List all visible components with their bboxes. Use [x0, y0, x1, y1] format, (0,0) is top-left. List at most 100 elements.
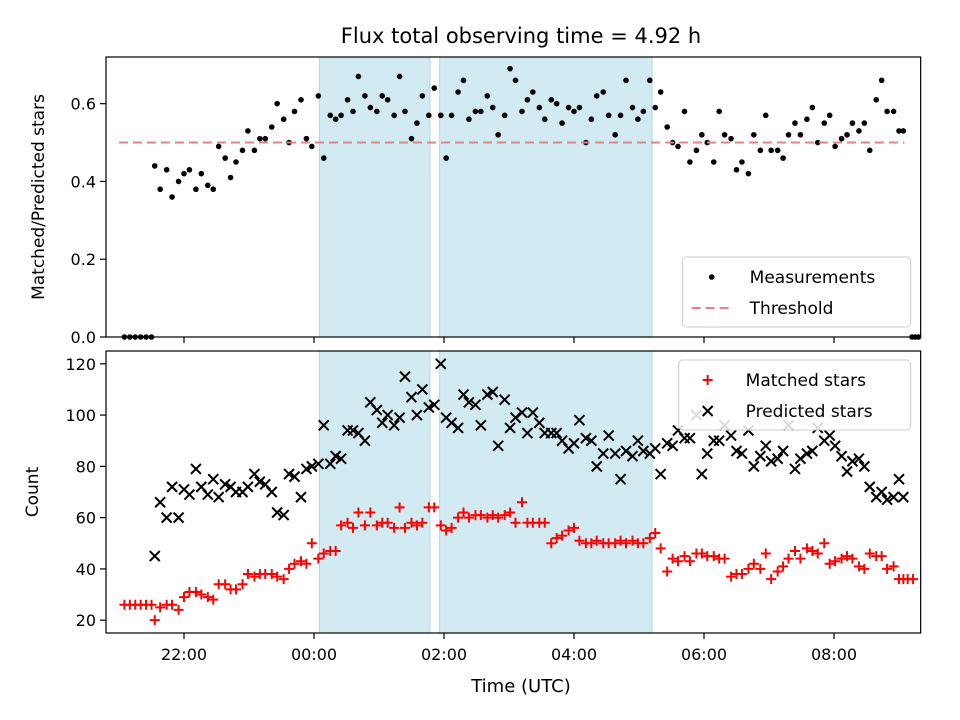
measurement-point [320, 155, 327, 161]
observing-window-shade [318, 56, 431, 338]
predicted-star-point [591, 460, 603, 473]
predicted-star-point [649, 442, 661, 455]
measurement-point [751, 131, 757, 138]
predicted-star-point [318, 419, 330, 432]
measurement-point [541, 116, 548, 123]
measurement-point [635, 116, 641, 123]
matched-star-point [748, 558, 759, 569]
matched-star-point [557, 530, 568, 541]
legend-predicted-swatch [701, 405, 714, 417]
matched-star-point [719, 553, 730, 564]
measurement-point [396, 73, 403, 80]
matched-star-point [336, 520, 347, 531]
matched-star-point [202, 592, 213, 603]
predicted-star-point [190, 463, 202, 475]
measurement-point [455, 89, 461, 95]
matched-star-point [242, 569, 253, 580]
matched-star-point [284, 563, 295, 574]
predicted-star-point [288, 470, 301, 483]
bottom-panel: 20 40 60 80 100 120 22:00 00:00 02:00 04:00 06:00 0… [23, 350, 922, 664]
measurement-point [402, 108, 408, 115]
predicted-star-point [875, 486, 888, 498]
measurement-point [785, 131, 792, 138]
measurement-point [431, 85, 438, 91]
measurement-point [565, 104, 572, 111]
matched-star-point [406, 517, 417, 528]
matched-star-point [847, 553, 858, 564]
matched-star-point [819, 538, 830, 549]
measurement-point [227, 174, 234, 181]
matched-star-point [864, 548, 875, 559]
predicted-star-point [597, 447, 609, 460]
measurement-point [896, 128, 902, 134]
matched-star-point [220, 579, 231, 590]
matched-star-point [569, 522, 579, 533]
measurement-point [222, 155, 228, 161]
matched-star-point [824, 558, 835, 569]
predicted-star-point [609, 447, 621, 460]
predicted-star-point [550, 427, 563, 439]
measurement-point [687, 159, 693, 165]
predicted-star-point [359, 435, 371, 447]
matched-star-point [644, 533, 655, 544]
matched-star-point [342, 517, 353, 528]
plot-frame [105, 56, 922, 338]
measurement-point [571, 108, 577, 115]
measurement-point [900, 128, 907, 134]
measurement-point [884, 108, 890, 115]
measurement-point [484, 93, 491, 99]
measurement-point [576, 104, 583, 111]
measurement-point [745, 170, 752, 177]
matched-star-point [876, 551, 887, 562]
matched-star-point [505, 507, 516, 518]
predicted-star-point [841, 465, 853, 478]
matched-star-point [830, 556, 841, 567]
observing-window-shade [318, 350, 431, 634]
matched-star-point [278, 574, 289, 585]
measurement-point [507, 65, 513, 72]
predicted-star-point [516, 406, 528, 419]
measurement-point [362, 93, 368, 99]
matched-star-point [615, 535, 626, 546]
matched-star-point [389, 522, 400, 533]
measurement-point [536, 104, 543, 111]
measurement-point [181, 170, 187, 177]
measurement-point [710, 159, 717, 165]
measurement-point [303, 135, 310, 142]
measurement-point [443, 155, 449, 161]
measurement-point [315, 93, 322, 99]
measurement-point [762, 112, 769, 119]
predicted-star-point [381, 409, 394, 421]
legend-box [678, 359, 912, 431]
predicted-star-point [498, 394, 511, 406]
measurement-point [215, 143, 222, 150]
predicted-star-point [765, 455, 777, 467]
measurement-point [280, 116, 287, 123]
measurement-point [291, 108, 298, 115]
y-tick-label: 100 [65, 406, 96, 425]
matched-star-point [155, 602, 166, 613]
predicted-star-point [835, 450, 848, 462]
matched-star-point [696, 548, 707, 559]
predicted-star-point [585, 435, 598, 447]
matched-star-point [586, 538, 597, 549]
measurement-point [716, 108, 722, 115]
matched-star-point [859, 563, 870, 574]
measurement-point [163, 166, 170, 173]
predicted-star-point [533, 417, 546, 429]
predicted-star-point [864, 481, 876, 493]
y-axis-label: Matched/Predicted stars [29, 94, 49, 300]
measurement-point [245, 128, 251, 134]
matched-star-point [650, 528, 661, 539]
predicted-star-point [846, 455, 859, 467]
predicted-star-point [568, 437, 580, 449]
matched-star-point [667, 553, 678, 564]
predicted-star-point [475, 419, 487, 432]
matched-star-point [546, 538, 557, 549]
matched-star-point [772, 566, 783, 577]
measurement-point [640, 108, 647, 115]
matched-star-point [908, 574, 919, 585]
measurement-point [861, 120, 868, 126]
predicted-star-point [271, 506, 283, 519]
measurement-point [379, 93, 386, 99]
